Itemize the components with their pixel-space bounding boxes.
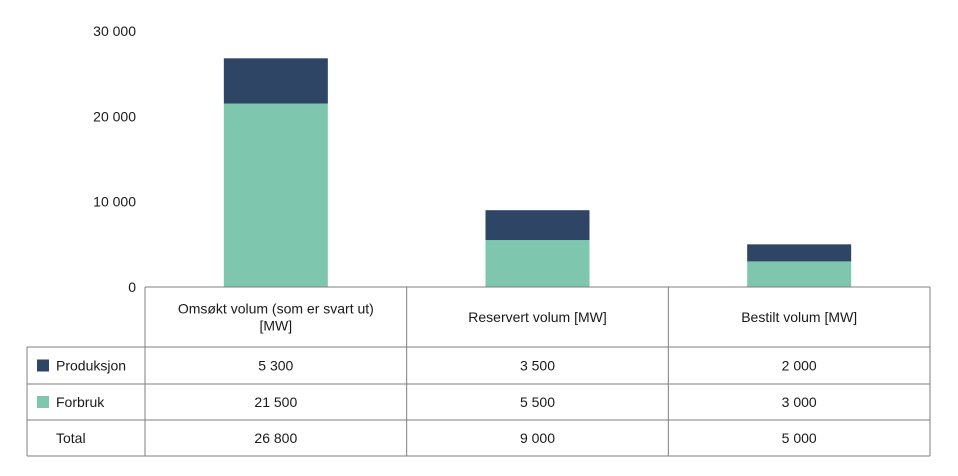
data-label: 5 300 <box>258 358 293 374</box>
data-label: 9 000 <box>520 430 555 446</box>
legend-swatch-produksjon <box>37 359 49 372</box>
bar-produksjon-2 <box>485 210 590 241</box>
category-label: Reservert volum [MW] <box>468 309 606 325</box>
data-label: 2 000 <box>782 358 817 374</box>
bar-forbruk-1 <box>223 103 328 288</box>
row-label-produksjon: Produksjon <box>56 358 126 374</box>
category-label: Omsøkt volum (som er svart ut) [MW] <box>178 301 374 334</box>
bar-forbruk-2 <box>485 240 590 287</box>
data-label: 3 000 <box>782 394 817 410</box>
row-label-total: Total <box>56 430 86 446</box>
bar-forbruk-3 <box>747 261 852 287</box>
bar-produksjon-3 <box>747 244 852 262</box>
data-label: 5 500 <box>520 394 555 410</box>
y-tick-label: 0 <box>128 279 136 295</box>
data-label: 3 500 <box>520 358 555 374</box>
bar-produksjon-1 <box>223 58 328 104</box>
y-tick-label: 10 000 <box>93 194 136 210</box>
data-label: 21 500 <box>254 394 297 410</box>
y-tick-label: 20 000 <box>93 108 136 124</box>
category-label: Bestilt volum [MW] <box>741 309 857 325</box>
row-label-forbruk: Forbruk <box>56 394 105 410</box>
legend-swatch-forbruk <box>37 396 49 408</box>
data-label: 5 000 <box>782 430 817 446</box>
data-label: 26 800 <box>254 430 297 446</box>
y-tick-label: 30 000 <box>93 23 136 39</box>
